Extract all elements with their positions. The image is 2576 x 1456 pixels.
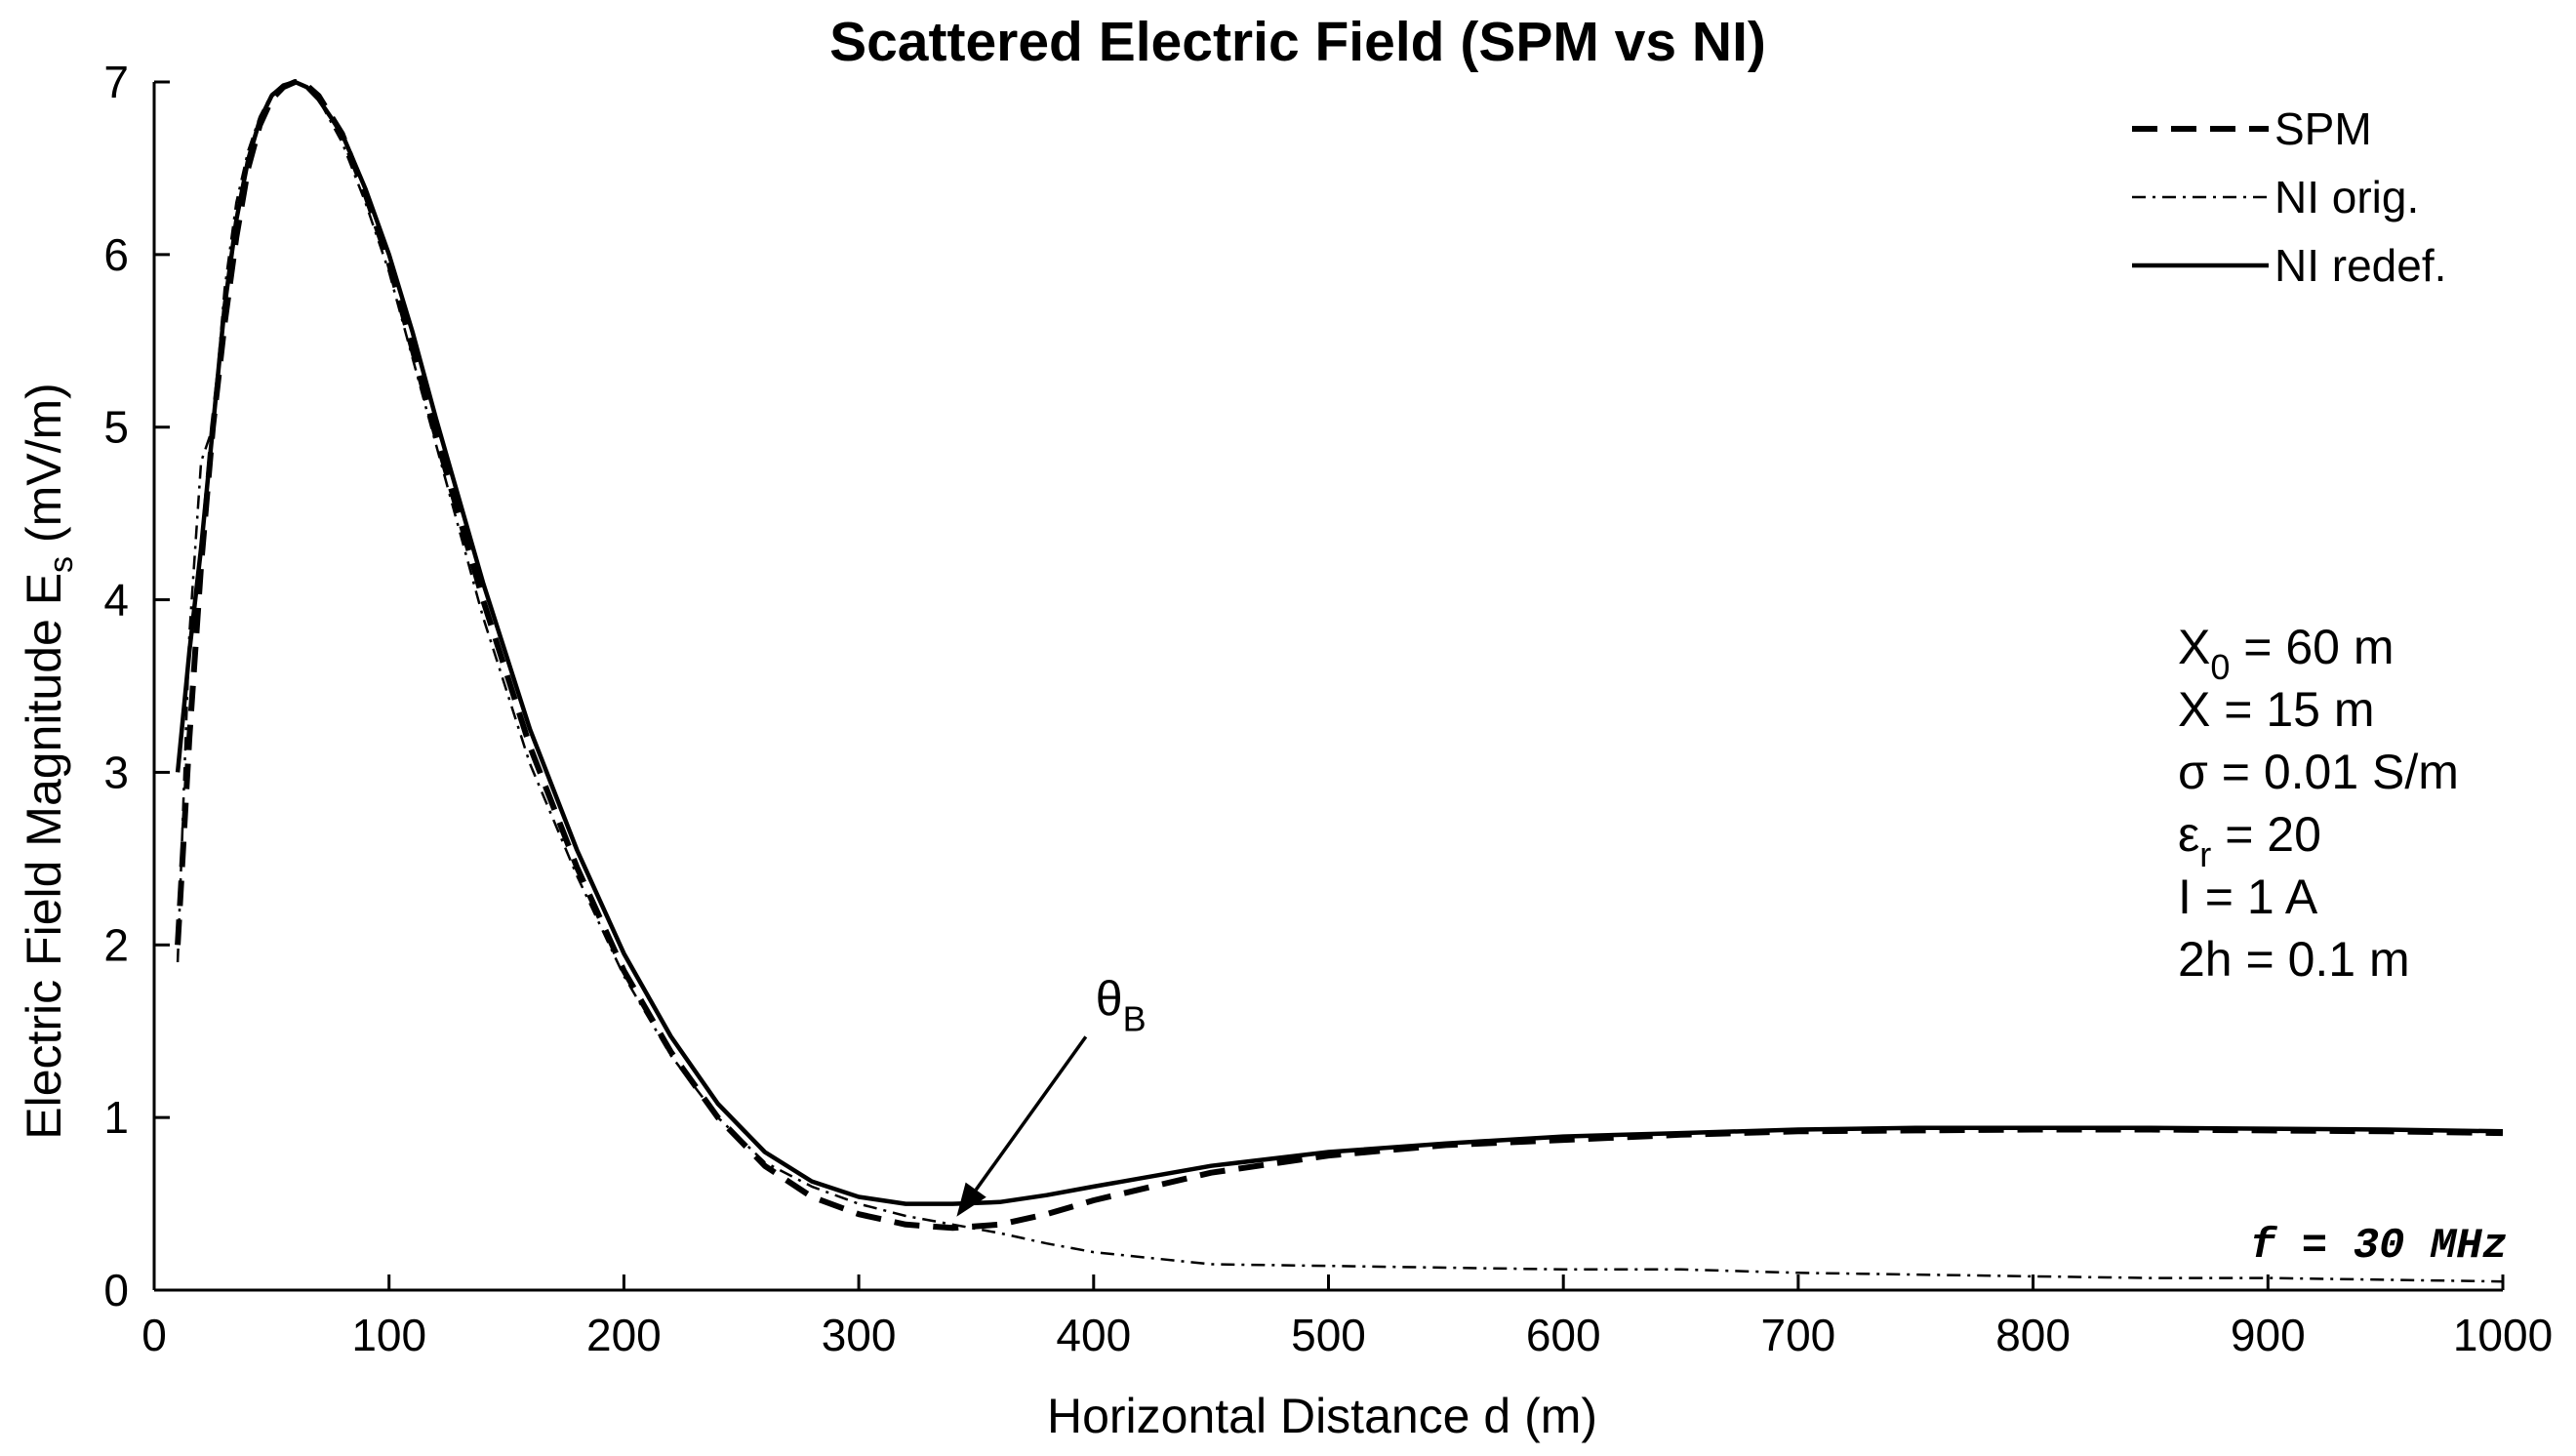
axes bbox=[152, 82, 2503, 1292]
parameter-line: X0 = 60 m bbox=[2178, 620, 2395, 687]
legend-label: NI orig. bbox=[2274, 172, 2419, 222]
y-tick-label: 6 bbox=[103, 229, 129, 280]
y-tick-label: 1 bbox=[103, 1092, 129, 1143]
y-tick-label: 3 bbox=[103, 747, 129, 797]
parameter-main: ε bbox=[2178, 807, 2199, 862]
parameter-main: X bbox=[2178, 620, 2210, 674]
y-tick-label: 4 bbox=[103, 575, 129, 626]
y-tick-label: 0 bbox=[103, 1265, 129, 1315]
frequency-label: f = 30 MHz bbox=[2250, 1222, 2508, 1271]
brewster-arrow-head bbox=[956, 1182, 986, 1217]
parameter-main: σ = 0.01 S/m bbox=[2178, 745, 2459, 799]
y-axis-label-sub: s bbox=[43, 556, 80, 573]
parameter-line: εr = 20 bbox=[2178, 807, 2321, 874]
parameter-line: I = 1 A bbox=[2178, 870, 2318, 924]
x-tick-label: 800 bbox=[1995, 1310, 2071, 1360]
y-tick-label: 7 bbox=[103, 57, 129, 107]
x-tick-label: 300 bbox=[822, 1310, 897, 1360]
series-line-spm bbox=[175, 79, 2504, 1232]
series-line-ni-orig bbox=[176, 80, 2504, 1283]
chart-title: Scattered Electric Field (SPM vs NI) bbox=[829, 11, 1766, 73]
y-axis-label-unit: (mV/m) bbox=[17, 383, 71, 556]
parameter-main: 2h = 0.1 m bbox=[2178, 932, 2410, 987]
ticks: 0 100 200 300 400 500 600 700 800 900 1000 0 1 2 3 4 5 6 7 bbox=[103, 57, 2553, 1360]
y-tick-label: 5 bbox=[103, 402, 129, 453]
legend-label: NI redef. bbox=[2274, 240, 2446, 291]
parameter-sub: r bbox=[2199, 834, 2211, 874]
y-tick-label: 2 bbox=[103, 919, 129, 970]
x-tick-label: 0 bbox=[141, 1310, 167, 1360]
parameter-main: X = 15 m bbox=[2178, 682, 2375, 737]
brewster-label-sub: B bbox=[1123, 998, 1147, 1038]
legend: SPM NI orig. NI redef. bbox=[2132, 103, 2446, 291]
x-tick-label: 900 bbox=[2231, 1310, 2306, 1360]
x-tick-label: 400 bbox=[1056, 1310, 1131, 1360]
parameter-rest: = 20 bbox=[2211, 807, 2321, 862]
series-line-ni-redef bbox=[175, 79, 2504, 1206]
parameter-rest: = 60 m bbox=[2230, 620, 2394, 674]
brewster-annotation: θB bbox=[956, 971, 1147, 1217]
x-tick-label: 700 bbox=[1761, 1310, 1836, 1360]
y-axis-label-main: Electric Field Magnitude E bbox=[17, 573, 71, 1140]
brewster-label: θB bbox=[1096, 971, 1147, 1038]
brewster-arrow bbox=[974, 1035, 1088, 1192]
parameter-line: X = 15 m bbox=[2178, 682, 2375, 737]
x-tick-label: 100 bbox=[351, 1310, 426, 1360]
parameter-block: X0 = 60 mX = 15 mσ = 0.01 S/mεr = 20I = … bbox=[2178, 620, 2459, 987]
parameter-main: I = 1 A bbox=[2178, 870, 2318, 924]
y-axis-label: Electric Field Magnitude Es (mV/m) bbox=[17, 383, 80, 1140]
x-tick-label: 200 bbox=[586, 1310, 662, 1360]
brewster-label-main: θ bbox=[1096, 971, 1123, 1026]
x-tick-label: 600 bbox=[1526, 1310, 1601, 1360]
x-tick-label: 1000 bbox=[2453, 1310, 2553, 1360]
parameter-line: σ = 0.01 S/m bbox=[2178, 745, 2459, 799]
x-tick-label: 500 bbox=[1291, 1310, 1366, 1360]
x-axis-label: Horizontal Distance d (m) bbox=[1047, 1389, 1597, 1443]
series-group bbox=[175, 79, 2504, 1283]
parameter-line: 2h = 0.1 m bbox=[2178, 932, 2410, 987]
legend-label: SPM bbox=[2274, 103, 2372, 154]
parameter-sub: 0 bbox=[2210, 647, 2230, 687]
